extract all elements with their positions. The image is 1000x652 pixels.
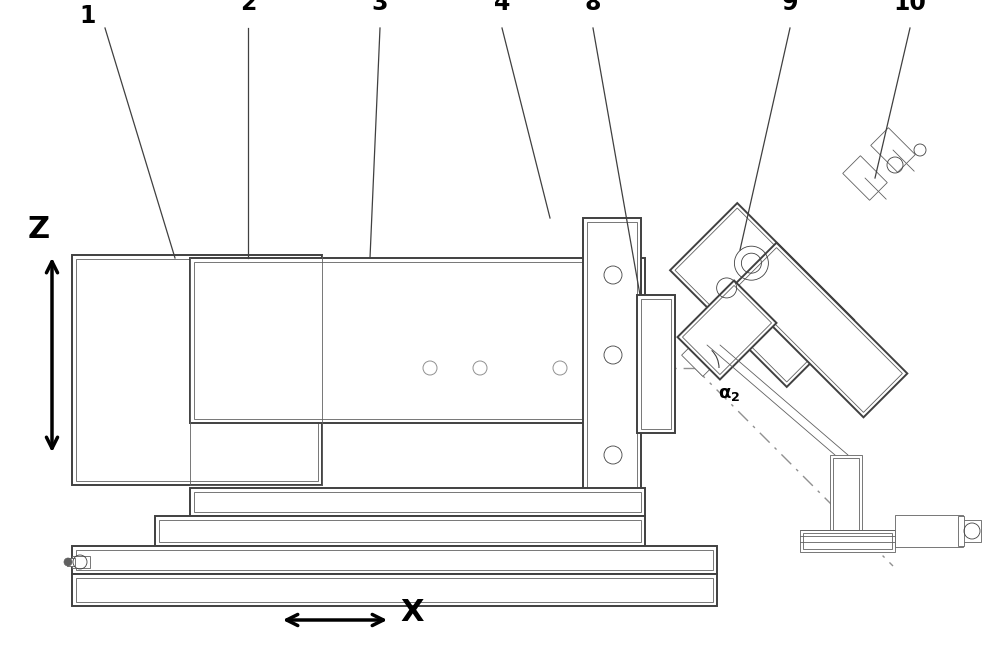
Text: Z: Z (28, 215, 50, 244)
Bar (830, 455, 862, 533)
Polygon shape (682, 340, 718, 376)
Polygon shape (733, 243, 907, 417)
Bar (637, 295, 675, 433)
Text: 8: 8 (585, 0, 601, 15)
Polygon shape (682, 286, 772, 374)
Bar (583, 218, 641, 493)
Text: 1: 1 (80, 4, 96, 28)
Bar (72, 546, 717, 574)
Bar (72, 556, 90, 568)
Polygon shape (843, 156, 887, 200)
Bar (159, 520, 641, 542)
Text: $\mathbf{\alpha_2}$: $\mathbf{\alpha_2}$ (718, 385, 740, 403)
Polygon shape (670, 203, 854, 387)
Bar (833, 458, 859, 530)
Polygon shape (692, 332, 720, 360)
Polygon shape (678, 280, 776, 379)
Polygon shape (738, 248, 902, 412)
Bar (958, 516, 964, 546)
Bar (190, 488, 645, 516)
Text: 4: 4 (494, 0, 510, 15)
Text: 9: 9 (782, 0, 798, 15)
Bar (155, 516, 645, 546)
Bar (72, 255, 322, 485)
Bar (803, 533, 892, 549)
Bar (76, 578, 713, 602)
Bar (76, 259, 318, 481)
Circle shape (64, 558, 72, 566)
Bar (895, 515, 963, 547)
Bar (194, 262, 641, 419)
Bar (641, 299, 671, 429)
Text: 10: 10 (894, 0, 926, 15)
Text: 3: 3 (372, 0, 388, 15)
Bar (800, 530, 895, 552)
Bar (190, 258, 645, 423)
Bar (76, 550, 713, 570)
Bar (587, 222, 637, 489)
Polygon shape (675, 208, 849, 382)
Bar (72, 574, 717, 606)
Text: X: X (400, 598, 424, 627)
Bar (194, 492, 641, 512)
Text: 2: 2 (240, 0, 256, 15)
Polygon shape (871, 128, 915, 172)
Bar (963, 520, 981, 542)
Bar (67, 558, 75, 566)
